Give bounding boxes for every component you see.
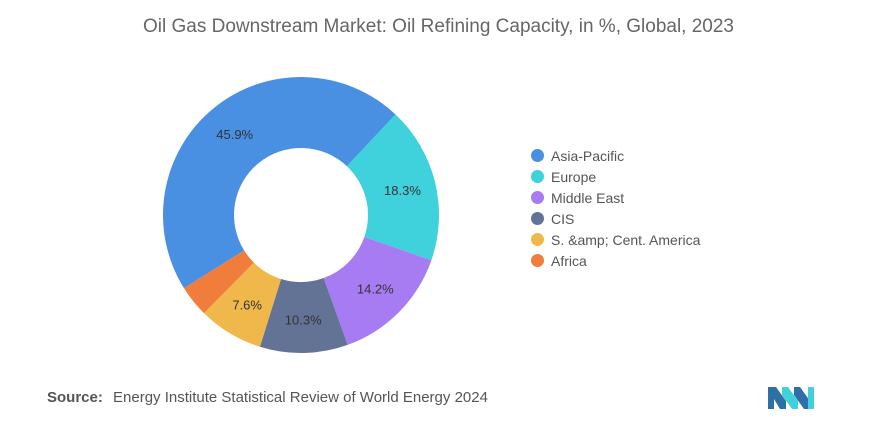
legend-item: S. &amp; Cent. America: [531, 229, 700, 250]
legend-item: CIS: [531, 208, 700, 229]
legend: Asia-Pacific Europe Middle East CIS S. &amp;…: [531, 145, 700, 271]
legend-label: Africa: [551, 252, 587, 269]
source-note: Source: Energy Institute Statistical Rev…: [47, 389, 488, 406]
legend-label: Middle East: [551, 189, 625, 206]
legend-item: Africa: [531, 250, 700, 271]
legend-swatch: [531, 191, 544, 204]
source-label: Source:: [47, 389, 103, 406]
data-label-3: 10.3%: [285, 312, 322, 327]
slice-cis: [259, 278, 348, 353]
legend-item: Asia-Pacific: [531, 145, 700, 166]
chart-title: Oil Gas Downstream Market: Oil Refining …: [143, 16, 734, 37]
source-text: Energy Institute Statistical Review of W…: [113, 389, 488, 406]
data-label-4: 7.6%: [232, 298, 262, 313]
legend-label: CIS: [551, 210, 575, 227]
legend-label: Europe: [551, 168, 597, 185]
data-label-2: 14.2%: [357, 281, 394, 296]
data-label-0: 45.9%: [216, 127, 253, 142]
legend-item: Europe: [531, 166, 700, 187]
legend-label: S. &amp; Cent. America: [551, 231, 701, 248]
legend-swatch: [531, 233, 544, 246]
legend-swatch: [531, 254, 544, 267]
mordor-intelligence-logo-icon: [768, 387, 814, 409]
legend-label: Asia-Pacific: [551, 147, 625, 164]
slice-africa: [183, 250, 254, 314]
slice-europe: [346, 114, 439, 261]
data-label-1: 18.3%: [384, 183, 421, 198]
slice-s-amp-cent-america: [203, 262, 282, 347]
legend-item: Middle East: [531, 187, 700, 208]
legend-swatch: [531, 170, 544, 183]
slice-middle-east: [323, 236, 432, 345]
legend-swatch: [531, 212, 544, 225]
slice-asia-pacific: [162, 76, 396, 289]
legend-swatch: [531, 149, 544, 162]
